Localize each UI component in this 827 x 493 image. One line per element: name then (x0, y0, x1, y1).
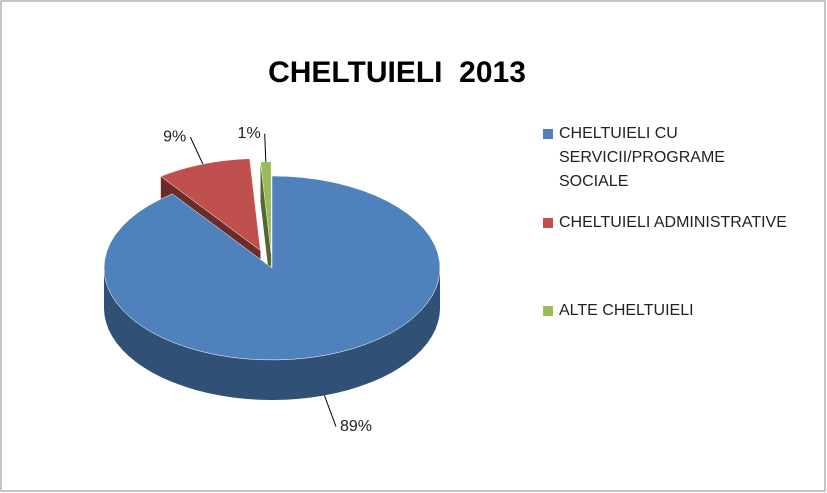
slice-side (104, 268, 440, 400)
legend-label: CHELTUIELI CU SERVICII/PROGRAME SOCIALE (559, 125, 725, 190)
leader-line (264, 133, 267, 162)
chart-title: CHELTUIELI 2013 (268, 56, 526, 89)
legend-swatch (543, 129, 553, 139)
leader-line (189, 136, 204, 165)
legend-item: ALTE CHELTUIELI (543, 299, 818, 323)
legend-item: CHELTUIELI CU SERVICII/PROGRAME SOCIALE (543, 122, 818, 194)
data-label: 1% (238, 125, 261, 142)
legend-item: CHELTUIELI ADMINISTRATIVE (543, 211, 818, 235)
data-label: 9% (163, 128, 186, 145)
slice (103, 175, 441, 361)
legend-label: ALTE CHELTUIELI (559, 302, 694, 319)
slice-side (260, 162, 272, 294)
leader-line (323, 395, 337, 427)
data-label: 89% (340, 418, 372, 435)
legend-label: CHELTUIELI ADMINISTRATIVE (559, 214, 787, 231)
legend-swatch (543, 218, 553, 228)
legend-swatch (543, 306, 553, 316)
